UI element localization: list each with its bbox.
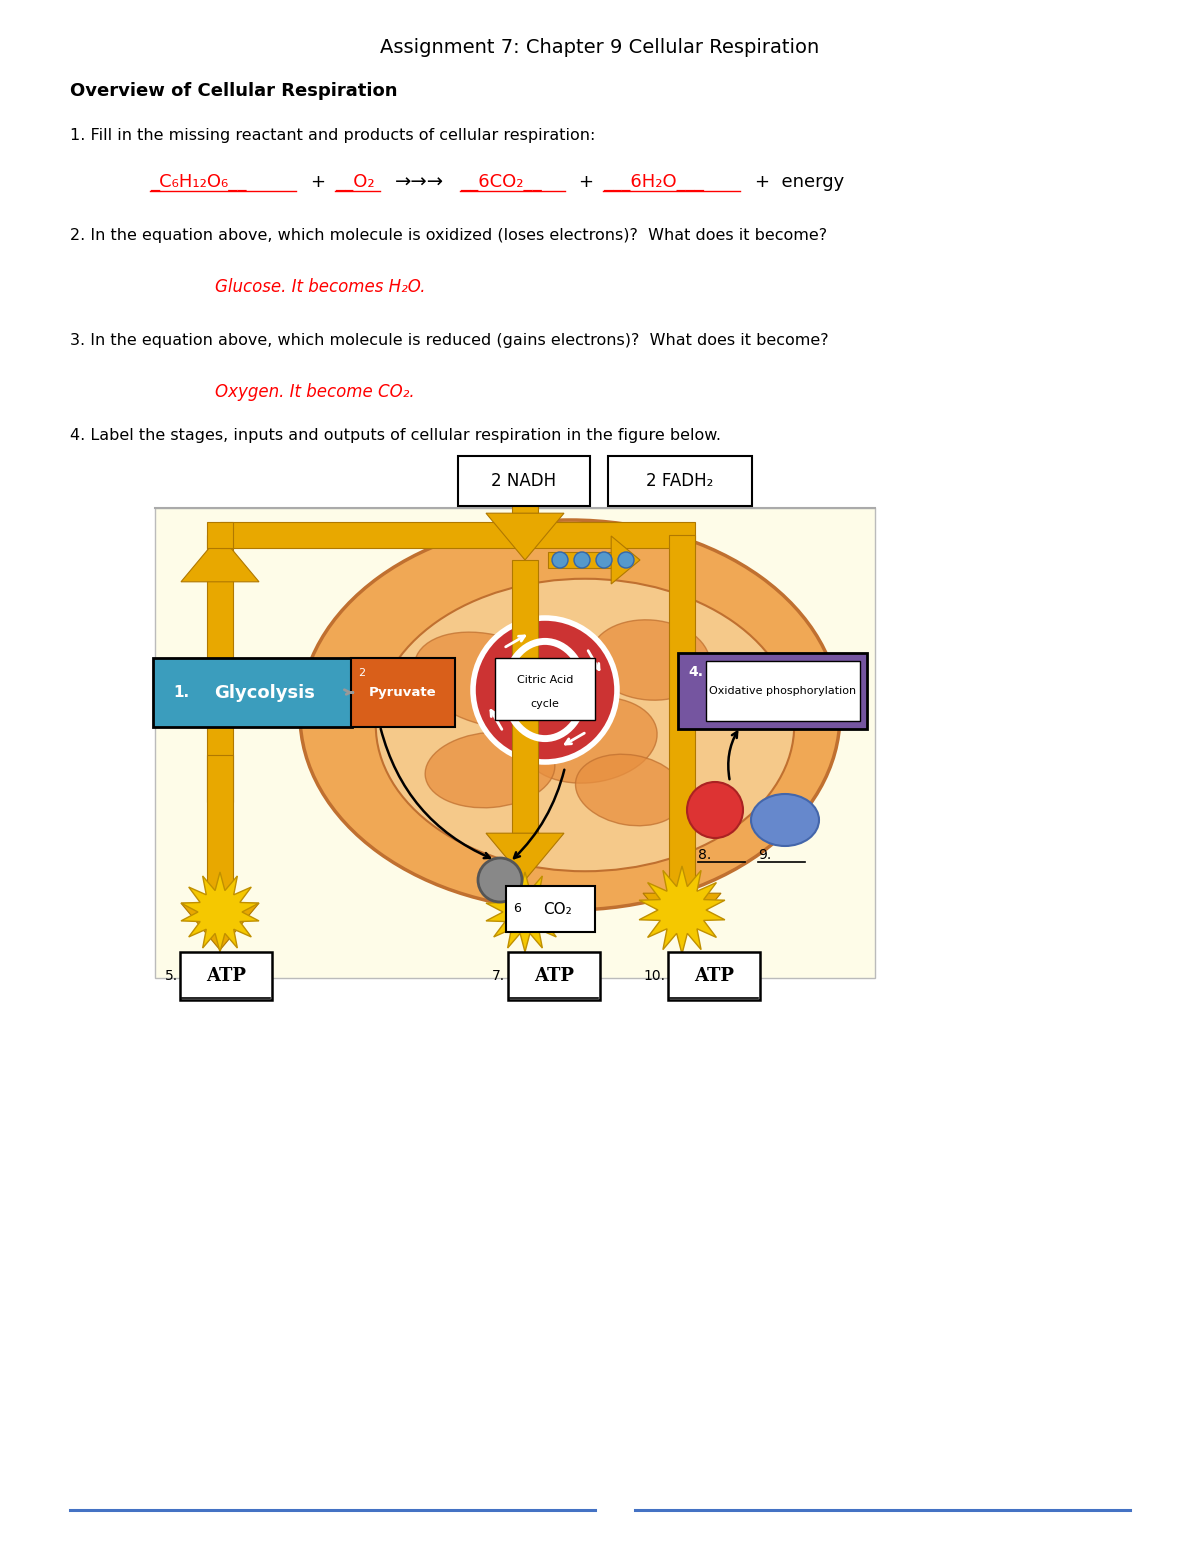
Ellipse shape <box>425 731 554 808</box>
Ellipse shape <box>376 579 794 871</box>
Text: ___6H₂O___: ___6H₂O___ <box>604 172 704 191</box>
FancyBboxPatch shape <box>154 658 352 727</box>
Text: cycle: cycle <box>530 699 559 710</box>
FancyBboxPatch shape <box>352 658 455 727</box>
Ellipse shape <box>300 520 840 910</box>
Text: 4.: 4. <box>688 665 703 679</box>
Text: +: + <box>310 172 325 191</box>
FancyBboxPatch shape <box>706 662 860 721</box>
FancyBboxPatch shape <box>508 952 600 1000</box>
Text: 6: 6 <box>514 902 521 916</box>
Text: 5.: 5. <box>164 969 178 983</box>
Text: Citric Acid: Citric Acid <box>517 676 574 685</box>
FancyBboxPatch shape <box>496 658 595 721</box>
Text: __O₂: __O₂ <box>335 172 374 191</box>
Text: 7.: 7. <box>492 969 505 983</box>
Text: 4. Label the stages, inputs and outputs of cellular respiration in the figure be: 4. Label the stages, inputs and outputs … <box>70 429 721 443</box>
Circle shape <box>478 857 522 902</box>
Circle shape <box>552 551 568 568</box>
FancyBboxPatch shape <box>506 887 595 932</box>
Text: 2: 2 <box>358 668 365 679</box>
Text: 9.: 9. <box>758 848 772 862</box>
Ellipse shape <box>590 620 710 700</box>
FancyBboxPatch shape <box>180 952 272 1000</box>
FancyBboxPatch shape <box>458 457 590 506</box>
Text: 8.: 8. <box>698 848 712 862</box>
Polygon shape <box>486 512 564 561</box>
Polygon shape <box>181 871 259 952</box>
Bar <box>548 551 611 568</box>
Polygon shape <box>640 867 725 954</box>
Bar <box>208 755 233 904</box>
FancyBboxPatch shape <box>668 952 760 1000</box>
Text: 3. In the equation above, which molecule is reduced (gains electrons)?  What doe: 3. In the equation above, which molecule… <box>70 332 829 348</box>
Polygon shape <box>181 534 259 582</box>
FancyBboxPatch shape <box>608 457 752 506</box>
Text: Overview of Cellular Respiration: Overview of Cellular Respiration <box>70 82 397 99</box>
Bar <box>220 522 695 548</box>
Text: ATP: ATP <box>534 968 574 985</box>
Circle shape <box>596 551 612 568</box>
Polygon shape <box>486 871 564 952</box>
Text: Oxygen. It become CO₂.: Oxygen. It become CO₂. <box>215 384 415 401</box>
Circle shape <box>618 551 634 568</box>
Circle shape <box>686 783 743 839</box>
Text: 2 NADH: 2 NADH <box>492 472 557 491</box>
Ellipse shape <box>414 632 565 728</box>
Circle shape <box>574 551 590 568</box>
Bar <box>208 522 233 548</box>
Bar <box>208 534 233 801</box>
Bar <box>512 505 538 512</box>
Text: 2 FADH₂: 2 FADH₂ <box>647 472 714 491</box>
Bar <box>512 561 538 834</box>
Text: 2. In the equation above, which molecule is oxidized (loses electrons)?  What do: 2. In the equation above, which molecule… <box>70 228 827 242</box>
Bar <box>670 534 695 893</box>
Polygon shape <box>181 904 259 950</box>
Text: __6CO₂__: __6CO₂__ <box>460 172 541 191</box>
Text: _C₆H₁₂O₆__: _C₆H₁₂O₆__ <box>150 172 246 191</box>
Ellipse shape <box>751 794 818 846</box>
Polygon shape <box>611 536 640 584</box>
Text: Oxidative phosphorylation: Oxidative phosphorylation <box>709 686 857 696</box>
Text: ATP: ATP <box>206 968 246 985</box>
Text: +: + <box>578 172 593 191</box>
Text: Glucose. It becomes H₂O.: Glucose. It becomes H₂O. <box>215 278 426 297</box>
Text: Glycolysis: Glycolysis <box>215 683 316 702</box>
Ellipse shape <box>576 755 684 826</box>
Text: +  energy: + energy <box>755 172 845 191</box>
Bar <box>155 508 875 978</box>
Polygon shape <box>486 834 564 881</box>
Text: CO₂: CO₂ <box>544 901 572 916</box>
Polygon shape <box>643 893 721 940</box>
Text: 10.: 10. <box>643 969 665 983</box>
Ellipse shape <box>523 697 658 783</box>
Text: →→→: →→→ <box>395 172 444 191</box>
Text: 1. Fill in the missing reactant and products of cellular respiration:: 1. Fill in the missing reactant and prod… <box>70 127 595 143</box>
Circle shape <box>473 618 617 763</box>
Text: 1.: 1. <box>173 685 190 700</box>
Text: ATP: ATP <box>694 968 734 985</box>
Text: Assignment 7: Chapter 9 Cellular Respiration: Assignment 7: Chapter 9 Cellular Respira… <box>380 37 820 57</box>
Text: Pyruvate: Pyruvate <box>370 686 437 699</box>
FancyBboxPatch shape <box>678 652 866 728</box>
